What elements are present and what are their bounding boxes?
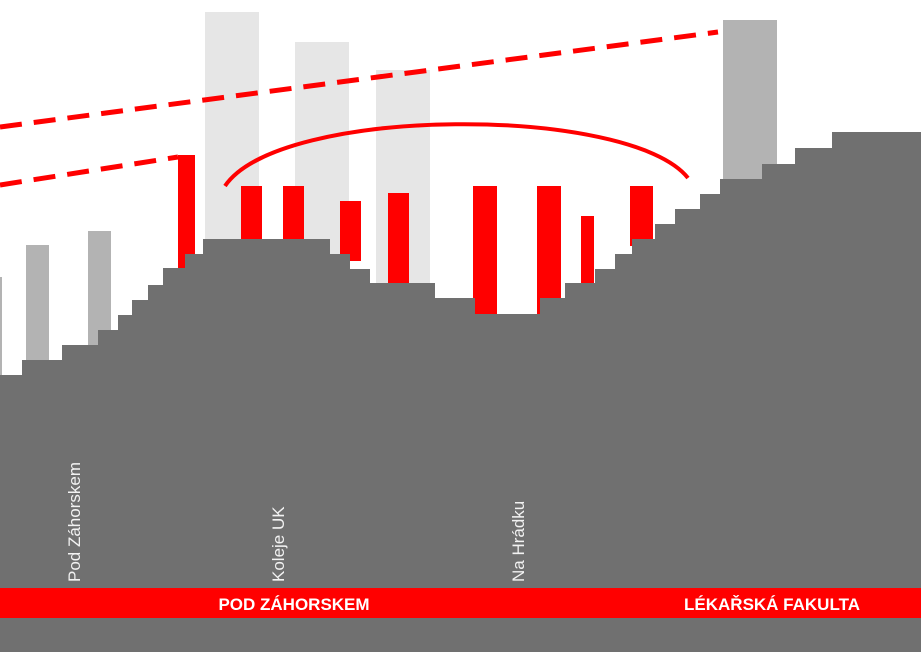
bar xyxy=(283,186,304,246)
arc xyxy=(223,122,690,188)
bar xyxy=(178,155,195,275)
bar xyxy=(340,201,361,261)
bar xyxy=(537,186,561,316)
background-bars xyxy=(0,12,777,387)
band xyxy=(0,588,921,618)
stop-label: Koleje UK xyxy=(269,506,288,582)
bar xyxy=(26,245,49,385)
band-label: POD ZÁHORSKEM xyxy=(218,595,369,614)
stop-label: Na Hrádku xyxy=(509,501,528,582)
bar xyxy=(630,186,653,246)
bar xyxy=(0,277,2,387)
bar xyxy=(473,186,497,316)
terrain xyxy=(0,132,921,652)
band-label: LÉKAŘSKÁ FAKULTA xyxy=(684,595,860,614)
bar xyxy=(581,216,594,296)
stop-label: Pod Záhorskem xyxy=(65,462,84,582)
dashed-line xyxy=(0,29,719,130)
red-bars xyxy=(178,155,653,316)
bar xyxy=(388,193,409,288)
bar xyxy=(241,186,262,246)
dashed-line xyxy=(0,154,179,188)
